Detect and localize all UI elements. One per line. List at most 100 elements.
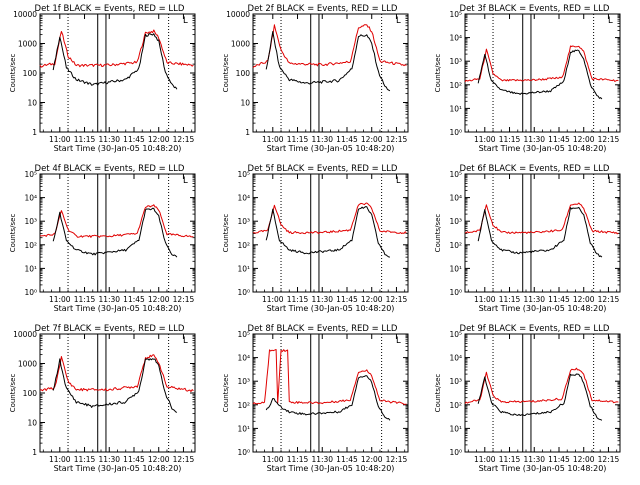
panel-3-ytick-label: 10³ [449,57,462,66]
panel-2: Det 2f BLACK = Events, RED = LLD L 1 10 100 1… [222,4,409,153]
panel-6-xtick-label: 11:15 [499,295,521,304]
panel-7-title: Det 7f BLACK = Events, RED = LLD [35,324,185,334]
panel-8-series-lld-red [252,349,407,405]
panel-9: Det 9f BLACK = Events, RED = LLD L 10⁰ 10¹ 1… [434,324,621,473]
panel-2-series-events-black [265,31,391,92]
panel-7-xtick-label: 11:45 [123,455,145,464]
panel-5-xtick-label: 11:00 [262,295,284,304]
panel-8-ytick-label: 10² [237,401,250,410]
panel-6-ytick-label: 10⁴ [449,194,462,203]
panel-7-ylabel: Counts/sec [9,374,17,413]
panel-9-ytick-label: 10² [449,401,462,410]
panel-8-xtick-label: 12:15 [386,455,408,464]
panel-4-ytick-label: 10³ [24,217,37,226]
panel-7-xlabel: Start Time (30-Jan-05 10:48:20) [54,464,182,473]
panel-7-legend-mark: L [183,336,188,346]
panel-5-frame [252,173,409,293]
panel-7-frame [39,333,196,453]
panel-1-xtick-label: 12:15 [173,135,195,144]
panel-7-series-lld-red [39,354,194,392]
panel-6-title: Det 6f BLACK = Events, RED = LLD [460,164,610,174]
panel-5-ytick-label: 10⁴ [237,194,250,203]
panel-3-xtick-label: 12:00 [573,135,595,144]
panel-3: Det 3f BLACK = Events, RED = LLD L 10⁰ 10¹ 1… [434,4,621,153]
panel-3-xtick-label: 11:45 [548,135,570,144]
panel-1-xtick-label: 11:15 [74,135,96,144]
panel-7-ytick-label: 10 [27,419,37,428]
panel-9-ytick-label: 10⁰ [449,448,462,457]
panel-8-ytick-label: 10¹ [237,424,250,433]
panel-8-xtick-label: 11:00 [262,455,284,464]
panel-4-ytick-label: 10⁰ [24,288,37,297]
panel-6-series-lld-red [464,202,619,235]
panel-4-xtick-label: 11:15 [74,295,96,304]
panel-1-xtick-label: 11:00 [49,135,71,144]
panel-8-ytick-label: 10⁴ [237,354,250,363]
panel-8-series-events-black [265,375,391,421]
panel-4-xtick-label: 11:45 [123,295,145,304]
panel-1-xtick-label: 12:00 [148,135,170,144]
panel-9-legend-mark: L [608,336,613,346]
panel-8-ytick-label: 10⁰ [237,448,250,457]
panel-9-xtick-label: 12:15 [598,455,620,464]
panel-7-xtick-label: 11:00 [49,455,71,464]
panel-9-frame [464,333,621,453]
panel-4-ylabel: Counts/sec [9,214,17,253]
panel-4-ytick-label: 10¹ [24,264,37,273]
panel-9-xtick-label: 11:45 [548,455,570,464]
panel-2-ytick-label: 100 [236,69,251,78]
panel-7-xtick-label: 12:00 [148,455,170,464]
panel-3-ytick-label: 10⁵ [449,10,462,19]
panel-8-xtick-label: 11:45 [336,455,358,464]
panel-6-ytick-label: 10⁰ [449,288,462,297]
panel-8-xtick-label: 11:30 [311,455,333,464]
panel-8-legend-mark: L [396,336,401,346]
panel-3-ytick-label: 10⁰ [449,128,462,137]
panel-1-series-events-black [52,33,178,90]
panel-3-ytick-label: 10² [449,81,462,90]
panel-3-xtick-label: 12:15 [598,135,620,144]
panel-8-xtick-label: 11:15 [287,455,309,464]
panel-6-ytick-label: 10¹ [449,264,462,273]
panel-2-xtick-label: 11:45 [336,135,358,144]
panel-5: Det 5f BLACK = Events, RED = LLD L 10⁰ 10¹ 1… [222,164,409,313]
panel-1-ytick-label: 1000 [18,40,37,49]
panel-5-xtick-label: 11:30 [311,295,333,304]
panel-1: Det 1f BLACK = Events, RED = LLD L 1 10 100 1… [9,4,196,153]
panel-5-xtick-label: 12:15 [386,295,408,304]
panel-1-frame [39,13,196,133]
panel-4-xtick-label: 11:30 [98,295,120,304]
panel-5-legend-mark: L [396,176,401,186]
panel-6-xtick-label: 12:00 [573,295,595,304]
panel-5-xtick-label: 11:45 [336,295,358,304]
panel-9-xtick-label: 11:15 [499,455,521,464]
panel-3-series-lld-red [464,45,619,83]
panel-4-xtick-label: 12:00 [148,295,170,304]
panel-1-xtick-label: 11:30 [98,135,120,144]
panel-5-ytick-label: 10⁰ [237,288,250,297]
panel-9-ytick-label: 10³ [449,377,462,386]
panel-3-title: Det 3f BLACK = Events, RED = LLD [460,4,610,14]
panel-9-title: Det 9f BLACK = Events, RED = LLD [460,324,610,334]
panel-4-ytick-label: 10⁵ [24,170,37,179]
panel-6-ytick-label: 10⁵ [449,170,462,179]
panel-8: Det 8f BLACK = Events, RED = LLD L 10⁰ 10¹ 1… [222,324,409,473]
panel-8-ylabel: Counts/sec [222,374,230,413]
panel-6-xtick-label: 11:30 [523,295,545,304]
panel-3-ytick-label: 10⁴ [449,34,462,43]
panel-5-xlabel: Start Time (30-Jan-05 10:48:20) [267,304,395,313]
panel-8-ytick-label: 10⁵ [237,330,250,339]
panel-6-ytick-label: 10³ [449,217,462,226]
panel-6: Det 6f BLACK = Events, RED = LLD L 10⁰ 10¹ 1… [434,164,621,313]
panel-1-ytick-label: 1 [32,128,37,137]
panel-7-ytick-label: 100 [23,389,38,398]
panel-1-ytick-label: 10 [27,99,37,108]
panel-3-ylabel: Counts/sec [434,54,442,93]
panel-9-ytick-label: 10⁴ [449,354,462,363]
panel-6-xtick-label: 11:00 [474,295,496,304]
panel-9-series-lld-red [464,367,619,404]
panel-6-series-events-black [477,206,603,258]
panel-2-ytick-label: 10 [240,99,250,108]
